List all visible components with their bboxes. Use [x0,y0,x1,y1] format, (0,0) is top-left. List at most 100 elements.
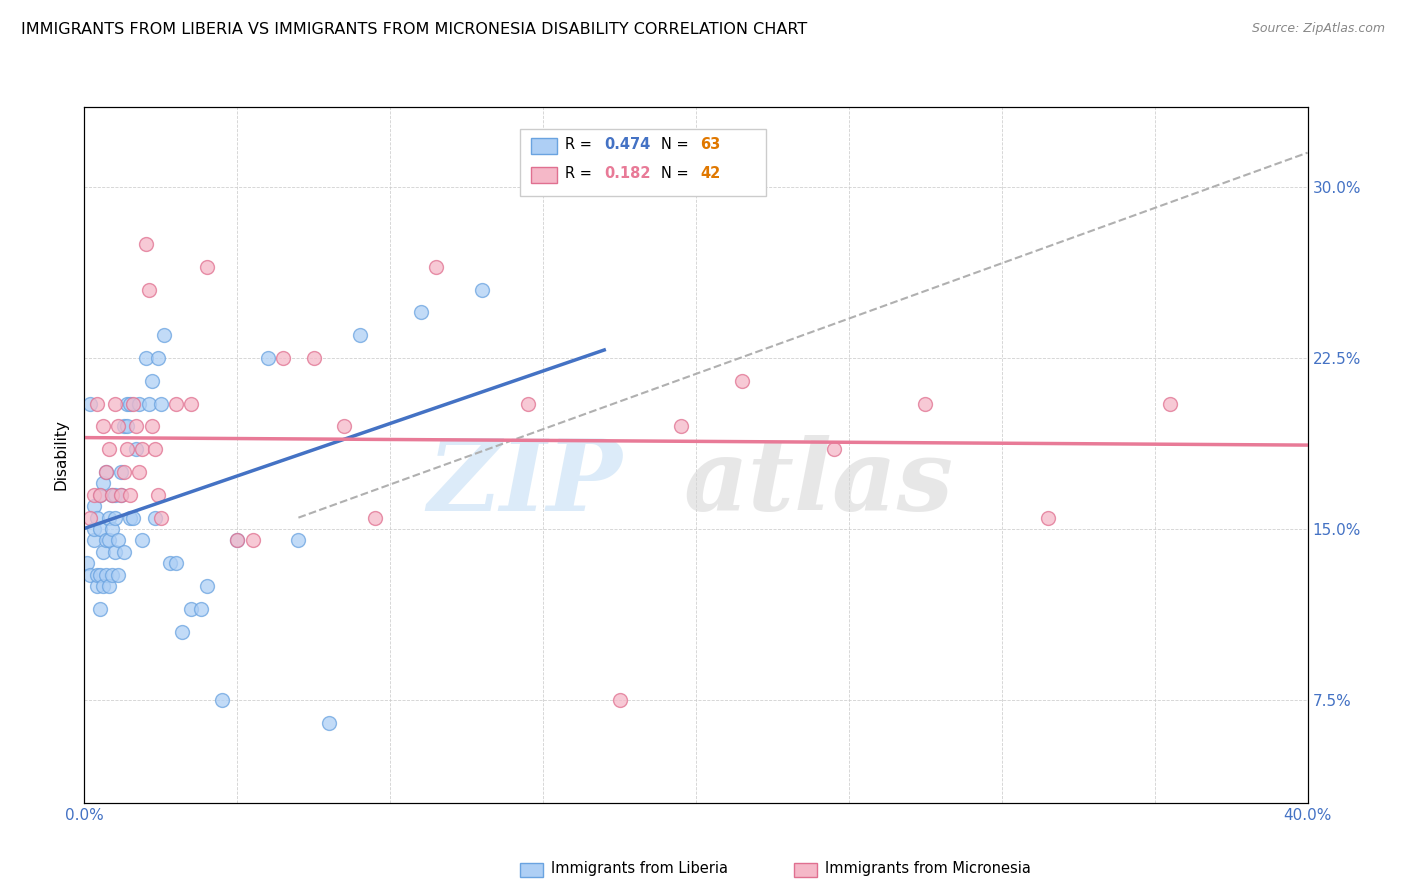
Text: Source: ZipAtlas.com: Source: ZipAtlas.com [1251,22,1385,36]
Point [135,351,157,365]
Point [318,715,340,730]
Point [104,545,127,559]
Point [122,510,145,524]
Point [287,533,309,548]
Point [143,442,166,457]
Point [115,419,138,434]
Point [914,396,936,410]
Point [128,465,150,479]
Point [333,419,356,434]
Point [110,465,132,479]
Point [120,488,142,502]
Point [107,419,129,434]
Point [89,488,111,502]
Text: N =: N = [661,166,693,180]
Point [516,396,538,410]
Point [349,328,371,343]
Point [89,522,111,536]
Point [409,305,432,319]
Text: atlas: atlas [683,434,953,531]
Point [131,533,153,548]
Point [86,396,108,410]
Point [79,567,101,582]
Point [190,602,212,616]
Point [141,374,163,388]
Point [172,624,194,639]
Point [91,476,114,491]
Point [83,488,105,502]
Point [94,567,117,582]
Point [97,579,120,593]
Point [94,465,117,479]
Point [104,488,127,502]
Point [120,510,142,524]
Text: 63: 63 [700,137,720,152]
Point [94,465,117,479]
Point [101,488,124,502]
Point [425,260,447,274]
Point [94,533,117,548]
Point [159,556,181,570]
Point [242,533,264,548]
Point [609,693,631,707]
Point [120,396,142,410]
Point [91,545,114,559]
Point [101,488,124,502]
Point [91,579,114,593]
Point [195,260,218,274]
Point [138,396,160,410]
Point [86,510,108,524]
Text: ZIP: ZIP [427,434,623,531]
Point [107,567,129,582]
Point [110,488,132,502]
Point [128,396,150,410]
Point [180,602,202,616]
Point [165,396,187,410]
Point [112,545,135,559]
Point [86,567,108,582]
Point [149,510,172,524]
Point [257,351,280,365]
Point [149,396,172,410]
Point [112,465,135,479]
Point [101,522,124,536]
Point [112,419,135,434]
Y-axis label: Disability: Disability [53,419,69,491]
Point [76,556,98,570]
Point [91,419,114,434]
Point [115,442,138,457]
Text: R =: R = [565,166,596,180]
Point [180,396,202,410]
Text: 0.182: 0.182 [605,166,651,180]
Point [125,442,148,457]
Text: Immigrants from Liberia: Immigrants from Liberia [551,862,728,876]
Point [1036,510,1059,524]
Point [89,602,111,616]
Point [83,533,105,548]
Point [364,510,387,524]
Text: R =: R = [565,137,596,152]
Point [146,351,169,365]
Point [731,374,754,388]
Point [97,533,120,548]
Point [131,442,153,457]
Point [89,567,111,582]
Point [271,351,294,365]
Point [302,351,325,365]
Point [110,488,132,502]
Point [79,510,101,524]
Point [138,283,160,297]
Text: N =: N = [661,137,693,152]
Point [195,579,218,593]
Point [83,500,105,514]
Point [104,510,127,524]
Point [107,533,129,548]
Point [226,533,249,548]
Point [97,442,120,457]
Point [86,579,108,593]
Point [83,522,105,536]
Point [122,396,145,410]
Point [79,396,101,410]
Point [104,396,127,410]
Point [141,419,163,434]
